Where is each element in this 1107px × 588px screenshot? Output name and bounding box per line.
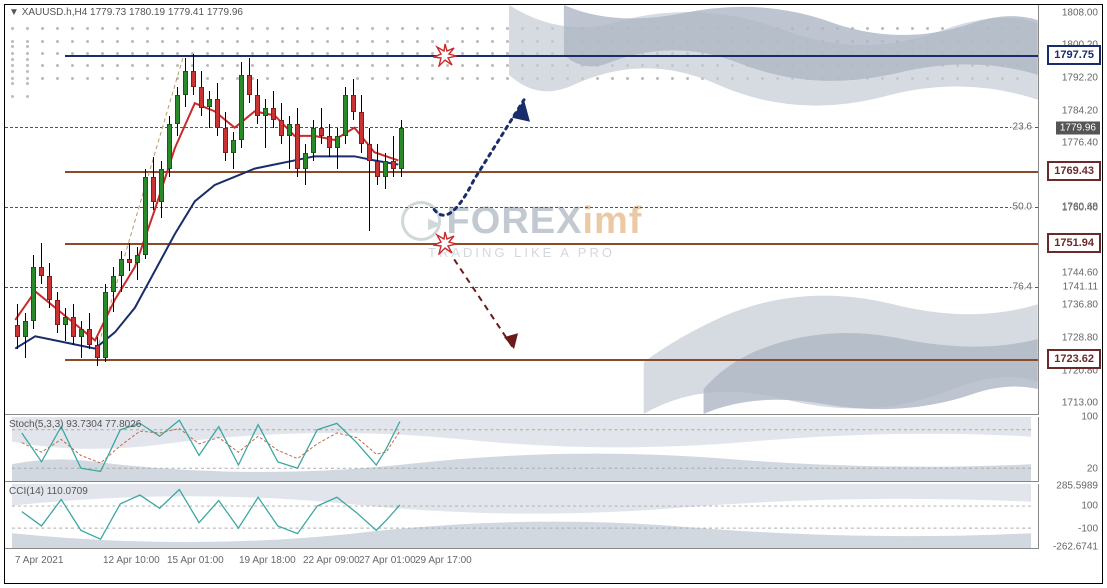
candlestick xyxy=(207,5,212,414)
stoch-tick: 100 xyxy=(1081,412,1098,423)
fib-price-label: 1741.11 xyxy=(1063,282,1098,293)
stochastic-panel[interactable]: Stoch(5,3,3) 93.7304 77.8026 xyxy=(5,417,1038,482)
time-axis: 7 Apr 2021 12 Apr 10:00 15 Apr 01:00 19 Apr… xyxy=(5,551,1038,583)
y-tick-label: 1776.40 xyxy=(1062,137,1098,148)
candlestick xyxy=(191,5,196,414)
fib-ratio-label: 50.0 xyxy=(1011,202,1034,213)
candlestick xyxy=(39,5,44,414)
candlestick xyxy=(303,5,308,414)
candlestick xyxy=(95,5,100,414)
cci-tick: -262.6741 xyxy=(1053,542,1098,553)
y-tick-label: 1728.80 xyxy=(1062,332,1098,343)
time-tick: 27 Apr 01:00 xyxy=(359,555,416,566)
stoch-lines xyxy=(5,417,1038,481)
candlestick xyxy=(223,5,228,414)
candlestick xyxy=(327,5,332,414)
y-tick-label: 1808.00 xyxy=(1062,8,1098,19)
candlestick xyxy=(231,5,236,414)
time-tick: 7 Apr 2021 xyxy=(15,555,63,566)
cci-y-axis: 285.5989100-100-262.6741 xyxy=(1038,484,1102,549)
candlestick xyxy=(263,5,268,414)
candlestick xyxy=(199,5,204,414)
candlestick xyxy=(351,5,356,414)
current-price-tag: 1779.96 xyxy=(1056,122,1100,135)
candlestick xyxy=(159,5,164,414)
time-tick: 19 Apr 18:00 xyxy=(239,555,296,566)
candlestick xyxy=(383,5,388,414)
cci-lines xyxy=(5,484,1038,548)
candlestick xyxy=(31,5,36,414)
time-tick: 29 Apr 17:00 xyxy=(415,555,472,566)
candlestick xyxy=(55,5,60,414)
candlestick xyxy=(271,5,276,414)
time-tick: 22 Apr 09:00 xyxy=(303,555,360,566)
main-price-panel[interactable]: ▼ XAUUSD.h,H4 1779.73 1780.19 1779.41 17… xyxy=(5,5,1038,415)
y-tick-label: 1784.20 xyxy=(1062,105,1098,116)
candlestick xyxy=(15,5,20,414)
fib-price-label: 1760.68 xyxy=(1062,202,1098,213)
candlestick xyxy=(47,5,52,414)
candlestick xyxy=(151,5,156,414)
y-tick-label: 1792.20 xyxy=(1062,72,1098,83)
candlestick xyxy=(87,5,92,414)
candlestick xyxy=(167,5,172,414)
cci-panel[interactable]: CCI(14) 110.0709 xyxy=(5,484,1038,549)
candlestick xyxy=(215,5,220,414)
candlestick xyxy=(319,5,324,414)
candlestick xyxy=(255,5,260,414)
fib-ratio-label: 76.4 xyxy=(1011,282,1034,293)
candlestick xyxy=(135,5,140,414)
impact-burst-icon xyxy=(433,231,457,255)
candlestick xyxy=(335,5,340,414)
key-level-box: 1723.62 xyxy=(1047,349,1101,369)
symbol-header: ▼ XAUUSD.h,H4 1779.73 1780.19 1779.41 17… xyxy=(9,7,243,18)
candlestick xyxy=(239,5,244,414)
candlestick xyxy=(375,5,380,414)
candlestick xyxy=(175,5,180,414)
candlestick xyxy=(279,5,284,414)
time-tick: 15 Apr 01:00 xyxy=(167,555,224,566)
candlestick xyxy=(183,5,188,414)
y-tick-label: 1736.80 xyxy=(1062,300,1098,311)
y-tick-label: 1713.00 xyxy=(1062,397,1098,408)
cci-tick: -100 xyxy=(1078,523,1098,534)
key-level-box: 1751.94 xyxy=(1047,233,1101,253)
candlestick xyxy=(295,5,300,414)
candlestick xyxy=(343,5,348,414)
stoch-y-axis: 20100 xyxy=(1038,417,1102,482)
candlestick xyxy=(399,5,404,414)
candlestick xyxy=(103,5,108,414)
candlestick xyxy=(359,5,364,414)
time-tick: 12 Apr 10:00 xyxy=(103,555,160,566)
stoch-title: Stoch(5,3,3) 93.7304 77.8026 xyxy=(9,419,141,430)
candlestick xyxy=(71,5,76,414)
stoch-tick: 20 xyxy=(1087,464,1098,475)
chart-container: ▼ XAUUSD.h,H4 1779.73 1780.19 1779.41 17… xyxy=(4,4,1103,584)
candlestick xyxy=(311,5,316,414)
key-level-box: 1769.43 xyxy=(1047,161,1101,181)
impact-burst-icon xyxy=(433,43,457,67)
key-level-box: 1797.75 xyxy=(1047,45,1101,65)
candlestick xyxy=(79,5,84,414)
y-tick-label: 1744.60 xyxy=(1062,268,1098,279)
fib-ratio-label: 23.6 xyxy=(1011,121,1034,132)
candlestick xyxy=(111,5,116,414)
candlestick xyxy=(119,5,124,414)
cci-title: CCI(14) 110.0709 xyxy=(9,486,88,497)
candlestick xyxy=(23,5,28,414)
candlestick xyxy=(287,5,292,414)
main-y-axis: 1713.001720.801728.801736.801744.601752.… xyxy=(1038,5,1102,415)
cci-tick: 285.5989 xyxy=(1056,480,1098,491)
candlestick xyxy=(143,5,148,414)
candlestick xyxy=(63,5,68,414)
candlestick xyxy=(391,5,396,414)
candlestick xyxy=(247,5,252,414)
cci-tick: 100 xyxy=(1081,501,1098,512)
candlestick xyxy=(127,5,132,414)
candlestick xyxy=(367,5,372,414)
